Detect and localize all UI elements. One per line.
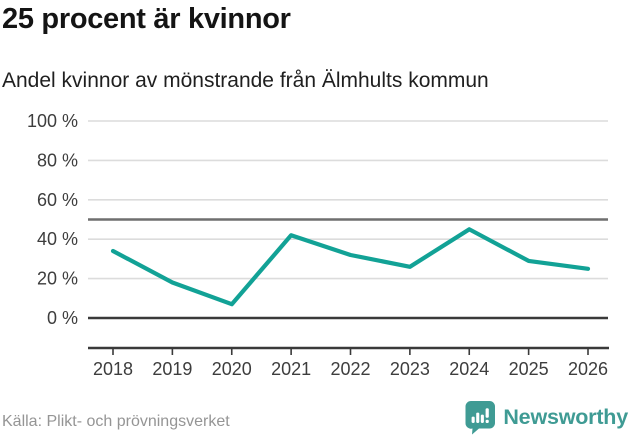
y-axis-tick-label: 60 % — [37, 190, 78, 210]
y-axis-tick-label: 100 % — [27, 111, 78, 131]
x-axis-ticks — [112, 348, 589, 355]
y-axis-tick-label: 20 % — [37, 269, 78, 289]
newsworthy-icon — [465, 401, 496, 435]
chart-subtitle: Andel kvinnor av mönstrande från Älmhult… — [2, 69, 489, 92]
x-axis-tick-label: 2021 — [271, 359, 311, 379]
y-axis-tick-label: 40 % — [37, 229, 78, 249]
y-axis-labels: 0 % 20 % 40 % 60 % 80 % 100 % — [27, 111, 78, 328]
chart-title: 25 procent är kvinnor — [2, 3, 291, 35]
x-axis-tick-label: 2019 — [152, 359, 192, 379]
x-axis-tick-label: 2025 — [509, 359, 549, 379]
x-axis-tick-label: 2023 — [390, 359, 430, 379]
source-note: Källa: Plikt- och prövningsverket — [2, 413, 230, 430]
bar-chart-glyph — [471, 408, 490, 423]
x-axis-tick-label: 2018 — [93, 359, 133, 379]
gridlines — [88, 120, 608, 320]
brand-name: Newsworthy — [503, 405, 628, 429]
brand-logo[interactable]: Newsworthy — [464, 400, 628, 435]
x-axis-tick-label: 2024 — [449, 359, 489, 379]
x-axis-labels: 2018 2019 2020 2021 2022 2023 2024 2025 2026 — [93, 359, 608, 379]
y-axis-tick-label: 0 % — [47, 308, 78, 328]
y-axis-tick-label: 80 % — [37, 150, 78, 170]
series-line — [110, 227, 591, 307]
x-axis-tick-label: 2026 — [568, 359, 608, 379]
x-axis-tick-label: 2020 — [212, 359, 252, 379]
x-axis-tick-label: 2022 — [330, 359, 370, 379]
